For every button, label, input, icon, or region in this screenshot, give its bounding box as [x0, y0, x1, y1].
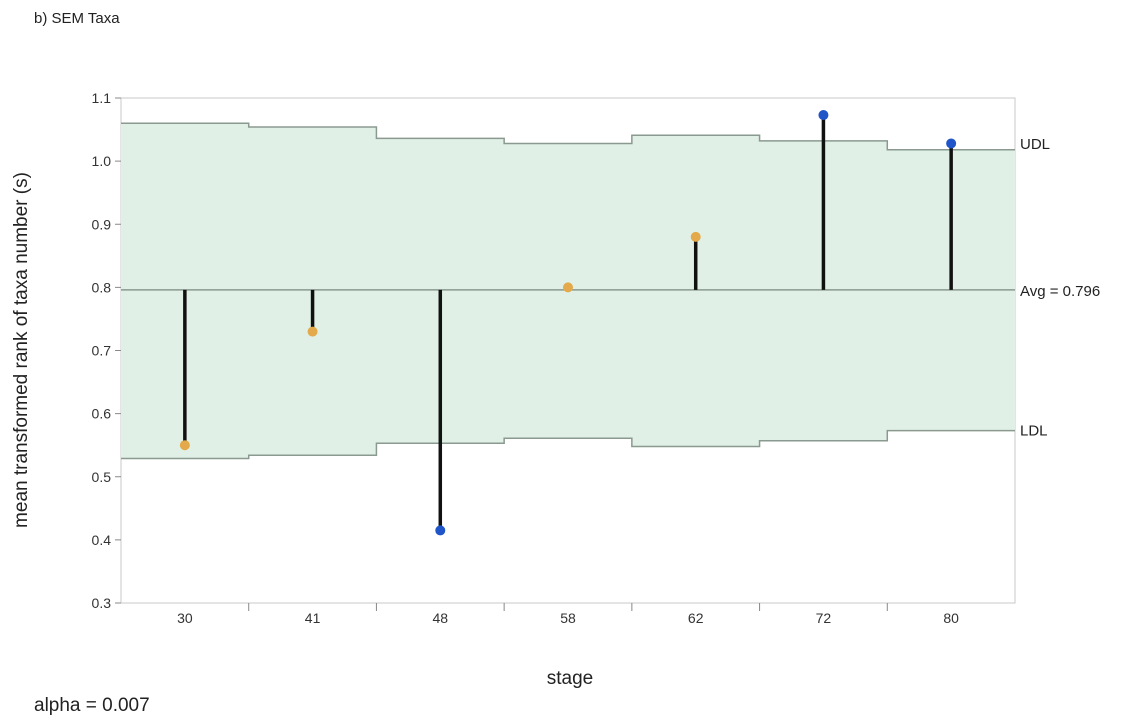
x-tick-label: 62 [688, 610, 704, 626]
x-tick-label: 80 [943, 610, 959, 626]
needle-group [183, 115, 953, 531]
point-group [179, 110, 957, 536]
udl-line [121, 122, 1015, 151]
point-stage-58 [563, 282, 573, 293]
y-tick-label: 0.4 [92, 532, 112, 548]
x-tick-label: 30 [177, 610, 193, 626]
y-axis-title: mean transformed rank of taxa number (s) [11, 172, 32, 528]
ldl-label: LDL [1020, 423, 1048, 440]
y-tick-label: 0.7 [92, 343, 112, 359]
y-tick-label: 0.5 [92, 469, 112, 485]
x-tick-label: 41 [305, 610, 321, 626]
x-tick-label: 58 [560, 610, 576, 626]
y-tick-label: 1.0 [92, 153, 112, 169]
point-stage-48 [435, 525, 446, 536]
avg-label: Avg = 0.796 [1020, 283, 1100, 300]
y-tick-label: 0.6 [92, 406, 112, 422]
x-axis: 30 41 48 58 62 72 80 [177, 603, 959, 626]
alpha-label: alpha = 0.007 [34, 695, 150, 716]
point-stage-62 [690, 231, 701, 242]
point-stage-72 [818, 110, 829, 121]
ldl-line [121, 429, 1015, 460]
y-tick-label: 0.3 [92, 595, 112, 611]
point-stage-41 [307, 326, 318, 337]
point-stage-30 [179, 440, 190, 451]
y-axis: 0.3 0.4 0.5 0.6 0.7 0.8 0.9 1.0 1.1 [92, 90, 121, 611]
y-tick-label: 0.9 [92, 216, 112, 232]
x-axis-title: stage [547, 668, 593, 689]
point-stage-80 [946, 138, 957, 149]
x-tick-label: 48 [432, 610, 448, 626]
y-tick-label: 0.8 [92, 279, 112, 295]
udl-label: UDL [1020, 136, 1050, 153]
panel-label: b) SEM Taxa [34, 10, 120, 27]
x-tick-label: 72 [816, 610, 832, 626]
y-tick-label: 1.1 [92, 90, 112, 106]
